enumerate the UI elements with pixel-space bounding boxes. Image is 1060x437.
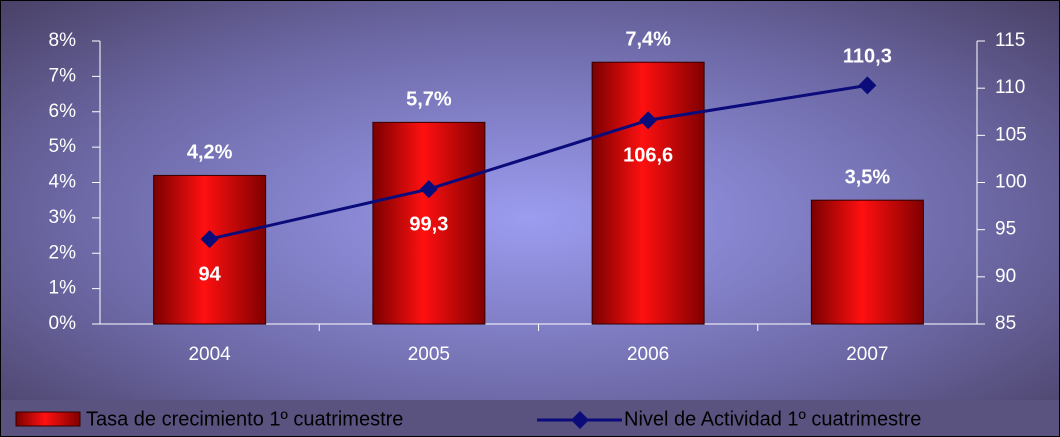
bar-value-label: 7,4% xyxy=(625,29,671,51)
x-tick-label: 2006 xyxy=(627,344,669,365)
line-value-label: 99,3 xyxy=(409,213,448,235)
bar-value-label: 4,2% xyxy=(187,142,233,164)
legend-label: Nivel de Actividad 1º cuatrimestre xyxy=(624,408,921,430)
y-tick-label: 0% xyxy=(49,313,77,334)
y2-tick-label: 85 xyxy=(995,313,1016,334)
bar-value-label: 5,7% xyxy=(406,89,452,111)
line-marker xyxy=(639,111,658,130)
y2-tick-label: 90 xyxy=(995,266,1016,287)
y-tick-label: 6% xyxy=(49,101,77,122)
line-marker xyxy=(200,230,219,249)
line xyxy=(209,83,868,241)
x-tick-label: 2005 xyxy=(408,344,450,365)
bar xyxy=(810,199,924,325)
legend-marker xyxy=(571,411,589,429)
bar xyxy=(153,174,267,325)
line-value-label: 94 xyxy=(199,263,222,285)
bar xyxy=(591,61,705,325)
bar-value-label: 3,5% xyxy=(845,166,891,188)
line-marker xyxy=(419,180,438,199)
y-tick-label: 7% xyxy=(49,65,77,86)
y-tick-label: 5% xyxy=(49,136,77,157)
line-marker xyxy=(858,76,877,95)
line-value-label: 106,6 xyxy=(623,145,673,167)
y-tick-label: 3% xyxy=(49,207,77,228)
y2-tick-label: 115 xyxy=(995,30,1025,51)
x-tick-label: 2007 xyxy=(846,344,888,365)
legend-label: Tasa de crecimiento 1º cuatrimestre xyxy=(86,408,403,430)
y-tick-label: 1% xyxy=(49,278,77,299)
y2-tick-label: 95 xyxy=(995,219,1016,240)
y-tick-label: 4% xyxy=(49,172,77,193)
y2-tick-label: 105 xyxy=(995,124,1027,145)
y2-tick-label: 110 xyxy=(995,77,1025,98)
x-tick-label: 2004 xyxy=(188,344,231,365)
y-tick-label: 2% xyxy=(49,242,77,263)
legend-swatch xyxy=(15,411,81,427)
legend-band xyxy=(1,400,1059,436)
bar xyxy=(372,121,486,325)
y2-tick-label: 100 xyxy=(995,172,1027,193)
y-tick-label: 8% xyxy=(49,30,77,51)
line-value-label: 110,3 xyxy=(843,46,892,68)
